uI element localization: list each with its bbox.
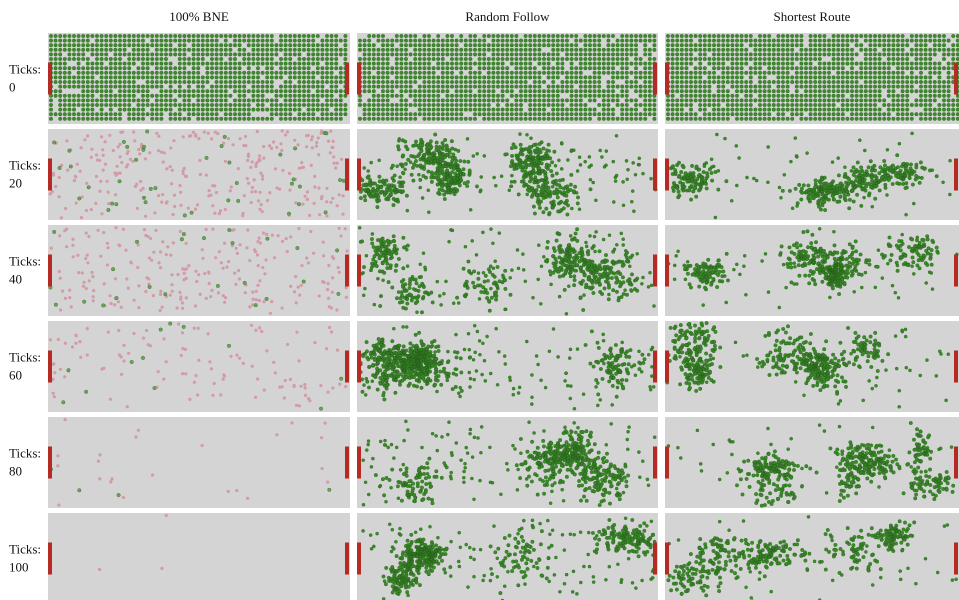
entry-marker: [665, 350, 669, 383]
panel: [48, 321, 350, 412]
entry-marker: [665, 254, 669, 287]
row-tick: 60: [9, 368, 22, 383]
exit-marker: [653, 62, 657, 95]
panel: [357, 129, 658, 220]
entry-marker: [665, 446, 669, 479]
row-tick: 80: [9, 464, 22, 479]
agents-green: [358, 34, 657, 121]
agents-green: [358, 324, 656, 411]
agents-green: [357, 226, 656, 316]
row-label: Ticks:: [9, 62, 41, 77]
entry-marker: [357, 350, 361, 383]
exit-marker: [345, 158, 349, 191]
agents-green: [668, 131, 952, 220]
exit-marker: [653, 158, 657, 191]
entry-marker: [48, 350, 52, 383]
exit-marker: [653, 350, 657, 383]
entry-marker: [357, 542, 361, 575]
row-label: Ticks:: [9, 254, 41, 269]
exit-marker: [345, 254, 349, 287]
agents-green: [49, 34, 348, 121]
agents-green: [48, 228, 341, 308]
exit-marker: [345, 62, 349, 95]
entry-marker: [665, 542, 669, 575]
entry-marker: [665, 62, 669, 95]
panel: [48, 513, 350, 600]
exit-marker: [954, 158, 958, 191]
panel: [48, 417, 350, 508]
agents-green: [665, 321, 951, 409]
exit-marker: [345, 446, 349, 479]
row-label: Ticks:: [9, 350, 41, 365]
exit-marker: [954, 62, 958, 95]
entry-marker: [48, 446, 52, 479]
exit-marker: [653, 542, 657, 575]
agents-green: [666, 227, 959, 310]
exit-marker: [345, 350, 349, 383]
entry-marker: [665, 158, 669, 191]
entry-marker: [357, 446, 361, 479]
row-label: Ticks:: [9, 446, 41, 461]
panel: [665, 513, 959, 600]
row-tick: 100: [9, 560, 29, 575]
row-label: Ticks:: [9, 542, 41, 557]
entry-marker: [48, 254, 52, 287]
row-tick: 40: [9, 272, 22, 287]
row-tick: 20: [9, 176, 22, 191]
entry-marker: [48, 62, 52, 95]
agents-green: [666, 421, 956, 508]
column-header: 100% BNE: [169, 9, 229, 24]
agents-green: [52, 129, 346, 218]
agents-pink: [48, 129, 350, 220]
column-header: Shortest Route: [774, 9, 851, 24]
entry-marker: [357, 254, 361, 287]
agents-green: [361, 516, 657, 600]
agents-green: [666, 34, 959, 121]
row-tick: 0: [9, 80, 16, 95]
exit-marker: [653, 446, 657, 479]
entry-marker: [48, 158, 52, 191]
row-label: Ticks:: [9, 158, 41, 173]
entry-marker: [357, 158, 361, 191]
agents-green: [358, 132, 658, 217]
agents-green: [666, 515, 958, 600]
agents-green: [361, 419, 657, 508]
exit-marker: [345, 542, 349, 575]
column-header: Random Follow: [465, 9, 550, 24]
panel: [665, 417, 959, 508]
entry-marker: [357, 62, 361, 95]
panel: [48, 225, 350, 316]
exit-marker: [954, 446, 958, 479]
exit-marker: [954, 350, 958, 383]
agents-green: [61, 321, 344, 411]
exit-marker: [653, 254, 657, 287]
agents-green: [48, 467, 332, 498]
entry-marker: [48, 542, 52, 575]
exit-marker: [954, 542, 958, 575]
exit-marker: [954, 254, 958, 287]
